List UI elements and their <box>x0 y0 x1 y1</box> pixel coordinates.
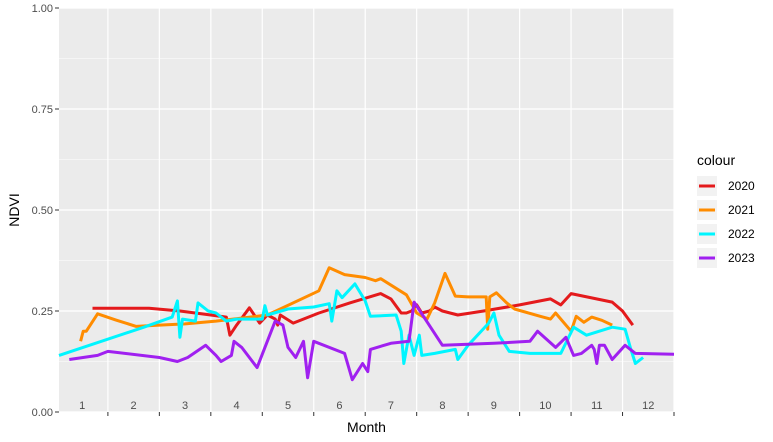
x-axis-title: Month <box>347 419 386 435</box>
x-tick-label: 7 <box>388 400 394 412</box>
series-line-2022 <box>58 282 645 365</box>
y-axis: 0.00 0.25 0.50 0.75 1.00 <box>32 3 59 419</box>
x-tick-label: 12 <box>642 400 654 412</box>
y-tick-label: 1.00 <box>32 3 53 15</box>
y-axis-title: NDVI <box>6 193 22 226</box>
x-tick-label: 9 <box>491 400 497 412</box>
y-tick-label: 0.25 <box>32 306 53 318</box>
major-gridlines <box>59 7 675 413</box>
series-line-2020 <box>92 292 635 337</box>
x-tick-label: 10 <box>539 400 551 412</box>
series-line-2023 <box>69 300 675 382</box>
x-tick-label: 11 <box>591 400 602 412</box>
x-tick-label: 4 <box>233 400 239 412</box>
y-tick-label: 0.50 <box>32 205 53 217</box>
legend-label-2020: 2020 <box>728 179 755 193</box>
x-axis: 1 2 3 4 5 6 7 8 9 10 11 12 <box>79 400 675 416</box>
legend-label-2023: 2023 <box>728 251 755 265</box>
legend-label-2022: 2022 <box>728 227 755 241</box>
y-tick-label: 0.00 <box>32 407 53 419</box>
x-tick-label: 1 <box>79 400 85 412</box>
series-lines <box>58 266 675 382</box>
x-tick-label: 5 <box>285 400 291 412</box>
legend-title: colour <box>697 152 735 168</box>
x-tick-label: 3 <box>182 400 188 412</box>
x-tick-label: 6 <box>336 400 342 412</box>
series-line-2021 <box>79 266 613 342</box>
legend: colour 2020 2021 2022 2023 <box>697 152 755 268</box>
legend-label-2021: 2021 <box>728 203 755 217</box>
x-tick-label: 8 <box>439 400 445 412</box>
y-tick-label: 0.75 <box>32 104 53 116</box>
x-tick-label: 2 <box>131 400 137 412</box>
